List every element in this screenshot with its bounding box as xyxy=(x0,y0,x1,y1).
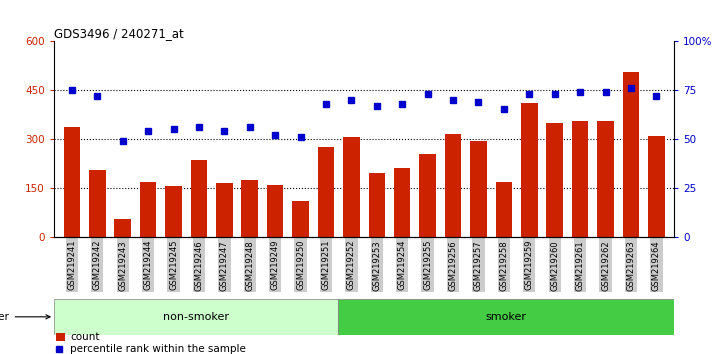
Bar xyxy=(572,121,588,237)
Bar xyxy=(420,154,436,237)
Bar xyxy=(343,137,360,237)
Bar xyxy=(56,333,65,341)
Bar xyxy=(445,134,461,237)
Text: smoker: smoker xyxy=(486,312,527,322)
Text: GDS3496 / 240271_at: GDS3496 / 240271_at xyxy=(54,27,184,40)
Text: percentile rank within the sample: percentile rank within the sample xyxy=(71,344,246,354)
Text: other: other xyxy=(0,312,50,322)
Bar xyxy=(140,182,156,237)
Text: non-smoker: non-smoker xyxy=(163,312,229,322)
Bar xyxy=(495,182,512,237)
Bar xyxy=(547,122,563,237)
Bar xyxy=(368,173,385,237)
Bar xyxy=(470,141,487,237)
Bar xyxy=(394,169,410,237)
Bar xyxy=(89,170,105,237)
Bar xyxy=(623,72,640,237)
Text: count: count xyxy=(71,332,99,342)
Bar xyxy=(216,183,233,237)
Bar xyxy=(648,136,665,237)
Bar xyxy=(242,180,258,237)
Bar xyxy=(338,299,674,335)
Bar xyxy=(597,121,614,237)
Bar xyxy=(267,185,283,237)
Bar xyxy=(54,299,338,335)
Bar xyxy=(115,219,131,237)
Bar xyxy=(521,103,538,237)
Bar xyxy=(165,187,182,237)
Bar xyxy=(318,147,335,237)
Bar xyxy=(63,127,80,237)
Bar xyxy=(190,160,207,237)
Bar xyxy=(292,201,309,237)
